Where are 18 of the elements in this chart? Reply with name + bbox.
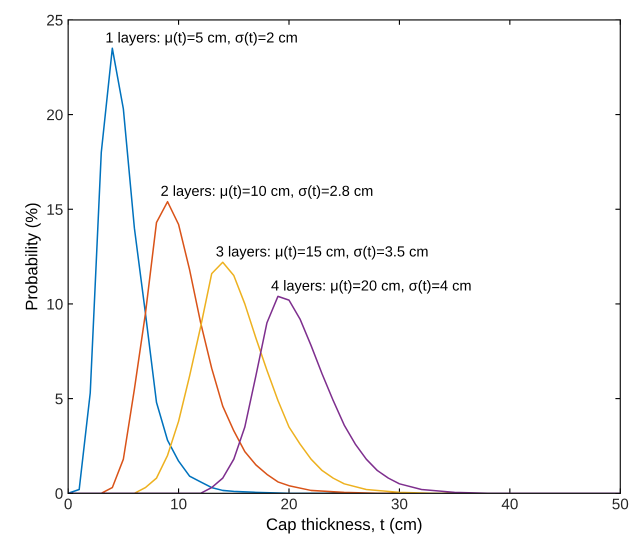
y-tick-label: 5 (55, 394, 63, 404)
x-tick-label: 40 (502, 498, 518, 510)
x-axis-title: Cap thickness, t (cm) (266, 518, 422, 534)
y-tick-label: 10 (47, 298, 63, 310)
y-axis-title: Probability (%) (25, 203, 41, 310)
annotation: 4 layers: μ(t)=20 cm, σ(t)=4 cm (271, 280, 471, 294)
x-tick-label: 0 (64, 498, 72, 510)
y-tick-label: 0 (55, 488, 63, 499)
y-tick-label: 15 (47, 204, 63, 215)
y-tick-label: 25 (47, 14, 63, 26)
x-tick-label: 50 (612, 498, 628, 510)
x-tick-label: 10 (171, 498, 186, 510)
y-tick-label: 20 (47, 109, 63, 120)
x-tick-label: 30 (392, 498, 408, 510)
annotation: 3 layers: μ(t)=15 cm, σ(t)=3.5 cm (216, 246, 428, 260)
x-tick-label: 20 (281, 498, 297, 510)
annotation: 1 layers: μ(t)=5 cm, σ(t)=2 cm (106, 32, 297, 46)
annotation: 2 layers: μ(t)=10 cm, σ(t)=2.8 cm (161, 185, 372, 199)
